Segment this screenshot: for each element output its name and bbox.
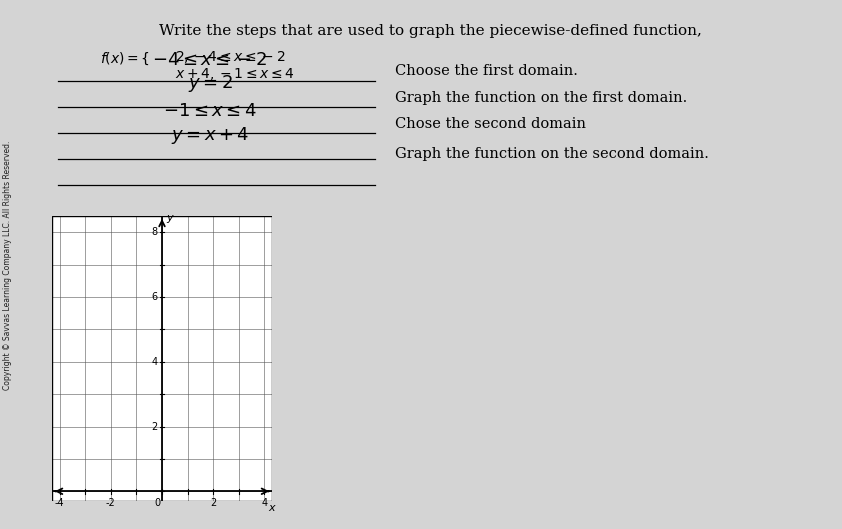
Text: Graph the function on the first domain.: Graph the function on the first domain.	[395, 91, 687, 105]
Text: y: y	[166, 213, 173, 223]
Text: Chose the second domain: Chose the second domain	[395, 117, 586, 131]
Text: Write the steps that are used to graph the piecewise-defined function,: Write the steps that are used to graph t…	[158, 24, 701, 38]
Text: 8: 8	[152, 227, 157, 237]
Text: $x+4, -1 \leq x \leq 4$: $x+4, -1 \leq x \leq 4$	[175, 66, 295, 82]
Text: -4: -4	[55, 498, 65, 508]
Text: 2: 2	[210, 498, 216, 508]
Text: Choose the first domain.: Choose the first domain.	[395, 64, 578, 78]
Text: 4: 4	[261, 498, 268, 508]
Text: 6: 6	[152, 292, 157, 302]
Text: 0: 0	[154, 498, 161, 508]
Text: $2, -4 \leq x \leq -2$: $2, -4 \leq x \leq -2$	[175, 49, 285, 65]
Text: $-4 \leq x \leq -2$: $-4 \leq x \leq -2$	[152, 51, 268, 69]
Text: -2: -2	[106, 498, 115, 508]
Text: 4: 4	[152, 357, 157, 367]
Text: Copyright © Savvas Learning Company LLC. All Rights Reserved.: Copyright © Savvas Learning Company LLC.…	[3, 140, 13, 390]
Text: $-1 \leq x \leq 4$: $-1 \leq x \leq 4$	[163, 102, 257, 120]
Text: 2: 2	[152, 422, 157, 432]
Text: x: x	[268, 503, 274, 513]
Text: $y = x + 4$: $y = x + 4$	[171, 125, 249, 146]
Text: Graph the function on the second domain.: Graph the function on the second domain.	[395, 147, 709, 161]
Text: $f(x) = \{$: $f(x) = \{$	[100, 51, 150, 67]
Text: $y = 2$: $y = 2$	[188, 73, 232, 94]
